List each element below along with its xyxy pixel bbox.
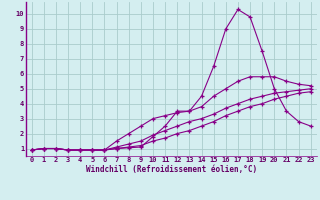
X-axis label: Windchill (Refroidissement éolien,°C): Windchill (Refroidissement éolien,°C) — [86, 165, 257, 174]
